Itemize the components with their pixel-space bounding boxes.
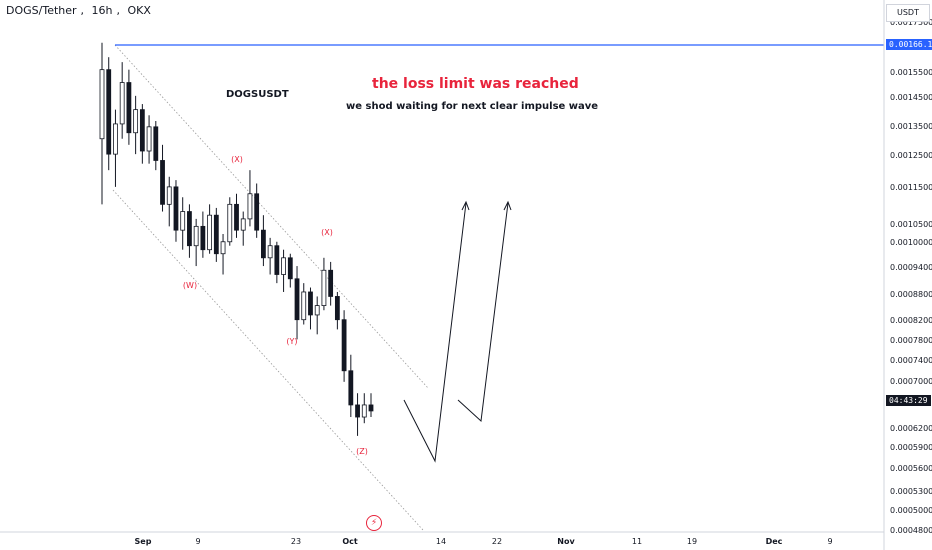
candle[interactable] — [247, 170, 253, 227]
pair-label: DOGS/Tether — [6, 4, 77, 17]
y-tick-label: 0.0010000 — [890, 238, 932, 247]
candle[interactable] — [139, 104, 145, 164]
candle[interactable] — [227, 197, 233, 246]
candle[interactable] — [207, 204, 213, 254]
candle[interactable] — [274, 241, 280, 284]
candle[interactable] — [220, 233, 226, 275]
candle[interactable] — [133, 95, 139, 155]
x-tick-label: 9 — [827, 537, 832, 546]
wave-label: (W) — [183, 281, 197, 290]
x-tick-label: Sep — [135, 537, 152, 546]
candle[interactable] — [146, 115, 152, 164]
y-tick-label: 0.0017500 — [890, 18, 932, 27]
x-tick-label: 23 — [291, 537, 301, 546]
candle[interactable] — [368, 393, 374, 418]
candle[interactable] — [281, 249, 286, 292]
channel-upper-line[interactable] — [114, 44, 429, 389]
x-tick-label: 22 — [492, 537, 502, 546]
x-tick-label: Nov — [557, 537, 575, 546]
candle[interactable] — [106, 57, 112, 171]
symbol-annotation: DOGSUSDT — [226, 89, 289, 100]
candle[interactable] — [301, 283, 307, 325]
x-tick-label: 9 — [195, 537, 200, 546]
x-tick-label: 14 — [436, 537, 446, 546]
candle[interactable] — [173, 180, 179, 242]
candle[interactable] — [334, 291, 340, 330]
candle[interactable] — [213, 207, 219, 262]
y-tick-label: 0.0009400 — [890, 263, 932, 272]
candle[interactable] — [355, 393, 360, 436]
note-annotation: we shod waiting for next clear impulse w… — [346, 101, 599, 112]
y-tick-label: 0.0005300 — [890, 487, 932, 496]
candle[interactable] — [113, 109, 118, 187]
y-tick-label: 0.0010500 — [890, 220, 932, 229]
candle[interactable] — [99, 42, 105, 205]
candle[interactable] — [314, 296, 320, 335]
y-tick-label: 0.0008200 — [890, 316, 932, 325]
candle[interactable] — [166, 176, 172, 227]
candle[interactable] — [119, 62, 125, 139]
lightning-icon[interactable]: ⚡ — [366, 515, 382, 531]
y-tick-label: 0.0008800 — [890, 290, 932, 299]
horizontal-line-price-badge: 0.00166.15 — [886, 39, 932, 50]
y-tick-label: 0.0004800 — [890, 526, 932, 535]
exchange-label: OKX — [127, 4, 151, 17]
candle[interactable] — [341, 310, 347, 382]
y-tick-label: 0.0007400 — [890, 356, 932, 365]
interval-label: 16h — [91, 4, 113, 17]
y-tick-label: 0.0013500 — [890, 122, 932, 131]
x-tick-label: 19 — [687, 537, 697, 546]
y-tick-label: 0.0005000 — [890, 506, 932, 515]
bar-countdown-badge: 04:43:29 — [886, 395, 931, 406]
wave-label: (X) — [321, 228, 333, 237]
candle[interactable] — [321, 257, 327, 311]
projection-path-2[interactable] — [457, 202, 509, 423]
candle[interactable] — [180, 197, 186, 250]
x-tick-label: 11 — [632, 537, 642, 546]
candle[interactable] — [254, 183, 260, 238]
y-tick-label: 0.0007000 — [890, 377, 932, 386]
candle[interactable] — [234, 193, 239, 238]
symbol-header[interactable]: DOGS/Tether, 16h, OKX — [6, 4, 151, 17]
y-tick-label: 0.0011500 — [890, 183, 932, 192]
x-tick-label: Dec — [766, 537, 783, 546]
y-tick-label: 0.0015500 — [890, 68, 932, 77]
candle[interactable] — [126, 69, 132, 145]
candle[interactable] — [308, 287, 313, 330]
candle[interactable] — [193, 218, 199, 267]
candle[interactable] — [294, 266, 300, 340]
y-tick-label: 0.0006200 — [890, 424, 932, 433]
candle[interactable] — [160, 144, 165, 212]
y-tick-label: 0.0014500 — [890, 93, 932, 102]
currency-button[interactable]: USDT — [886, 4, 930, 22]
wave-label: (X) — [231, 155, 243, 164]
candle[interactable] — [240, 211, 246, 246]
arrowhead-icon — [461, 200, 470, 211]
candle[interactable] — [348, 354, 354, 418]
arrowhead-icon — [503, 200, 512, 211]
x-tick-label: Oct — [342, 537, 358, 546]
y-tick-label: 0.0005900 — [890, 443, 932, 452]
candle[interactable] — [200, 211, 206, 258]
candle[interactable] — [267, 237, 273, 275]
channel-lower-line[interactable] — [112, 189, 424, 531]
y-tick-label: 0.0012500 — [890, 151, 932, 160]
wave-label: (Y) — [286, 337, 297, 346]
y-tick-label: 0.0005600 — [890, 464, 932, 473]
candle[interactable] — [187, 204, 192, 258]
candle[interactable] — [287, 253, 293, 288]
candle[interactable] — [260, 215, 266, 267]
headline-annotation: the loss limit was reached — [372, 76, 579, 92]
wave-label: (Z) — [356, 447, 368, 456]
candle[interactable] — [361, 393, 367, 424]
candle[interactable] — [153, 121, 159, 171]
projection-path-1[interactable] — [403, 202, 467, 463]
y-tick-label: 0.0007800 — [890, 336, 932, 345]
candle[interactable] — [328, 261, 334, 306]
